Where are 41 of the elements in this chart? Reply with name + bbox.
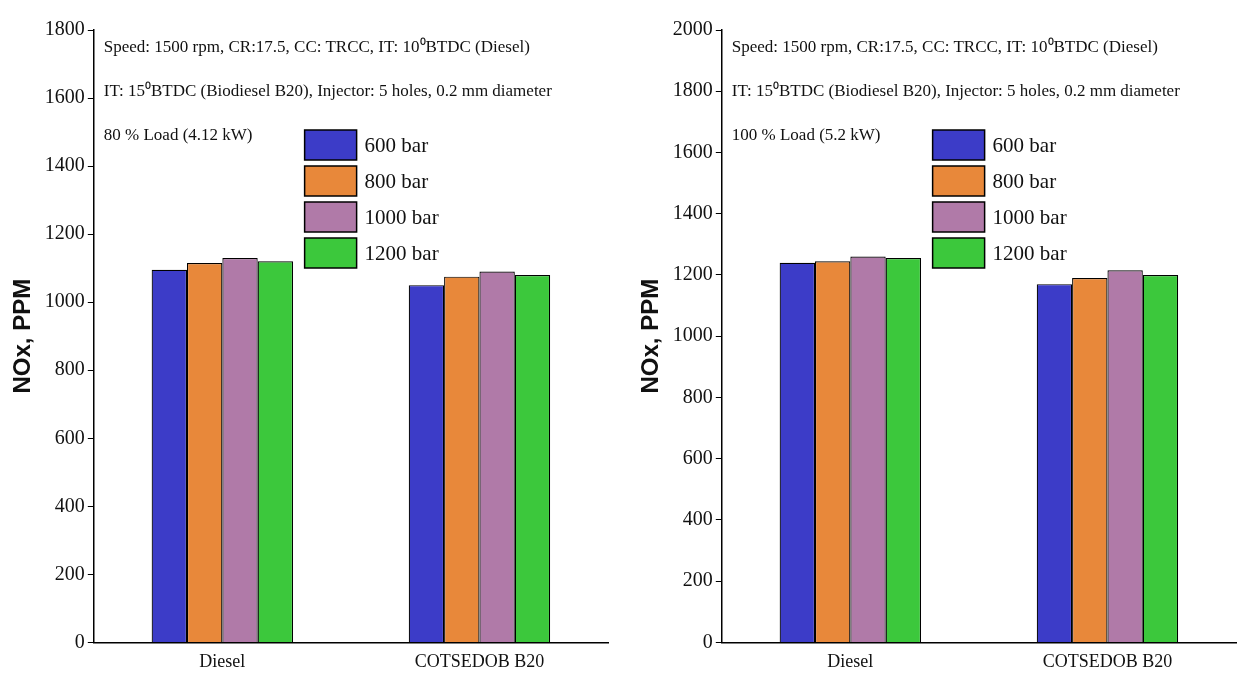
- y-tick-label: 1600: [672, 139, 713, 162]
- y-tick-label: 200: [54, 561, 85, 584]
- annotation: Speed: 1500 rpm, CR:17.5, CC: TRCC, IT: 10⁰BTDC (Diesel): [731, 37, 1158, 57]
- legend-label: 1000 bar: [364, 204, 439, 229]
- x-tick-label: Diesel: [199, 650, 246, 671]
- y-tick-label: 1600: [44, 85, 85, 108]
- y-tick-label: 2000: [672, 17, 713, 40]
- y-tick-label: 1200: [672, 262, 713, 285]
- y-tick-label: 200: [682, 568, 713, 591]
- y-tick-label: 0: [74, 629, 85, 652]
- y-tick-label: 400: [54, 493, 85, 516]
- x-tick-label: COTSEDOB B20: [414, 650, 545, 671]
- y-tick-label: 1400: [44, 153, 85, 176]
- legend-label: 1000 bar: [992, 204, 1067, 229]
- legend-label: 800 bar: [992, 168, 1057, 193]
- y-tick-label: 1400: [672, 200, 713, 223]
- legend-label: 600 bar: [364, 132, 429, 157]
- legend-label: 600 bar: [992, 132, 1057, 157]
- annotation: 80 % Load (4.12 kW): [103, 125, 253, 145]
- y-tick-label: 0: [702, 629, 713, 652]
- legend-label: 800 bar: [364, 168, 429, 193]
- annotation: 100 % Load (5.2 kW): [731, 125, 881, 145]
- x-tick-label: Diesel: [827, 650, 874, 671]
- y-axis-title: NOx, PPM: [636, 278, 664, 394]
- y-tick-label: 400: [682, 507, 713, 530]
- y-tick-label: 1800: [44, 17, 85, 40]
- annotation: IT: 15⁰BTDC (Biodiesel B20), Injector: 5 holes, 0.2 mm diameter: [731, 81, 1181, 101]
- x-tick-label: COTSEDOB B20: [1042, 650, 1173, 671]
- y-tick-label: 1200: [44, 221, 85, 244]
- y-tick-label: 1000: [44, 289, 85, 312]
- y-tick-label: 800: [682, 384, 713, 407]
- y-tick-label: 600: [54, 425, 85, 448]
- legend-label: 1200 bar: [364, 240, 439, 265]
- y-tick-label: 600: [682, 445, 713, 468]
- y-tick-label: 1000: [672, 323, 713, 346]
- y-tick-label: 800: [54, 357, 85, 380]
- annotation: IT: 15⁰BTDC (Biodiesel B20), Injector: 5 holes, 0.2 mm diameter: [103, 81, 553, 101]
- y-axis-title: NOx, PPM: [8, 278, 36, 394]
- legend-label: 1200 bar: [992, 240, 1067, 265]
- annotation: Speed: 1500 rpm, CR:17.5, CC: TRCC, IT: 10⁰BTDC (Diesel): [103, 37, 530, 57]
- y-tick-label: 1800: [672, 78, 713, 101]
